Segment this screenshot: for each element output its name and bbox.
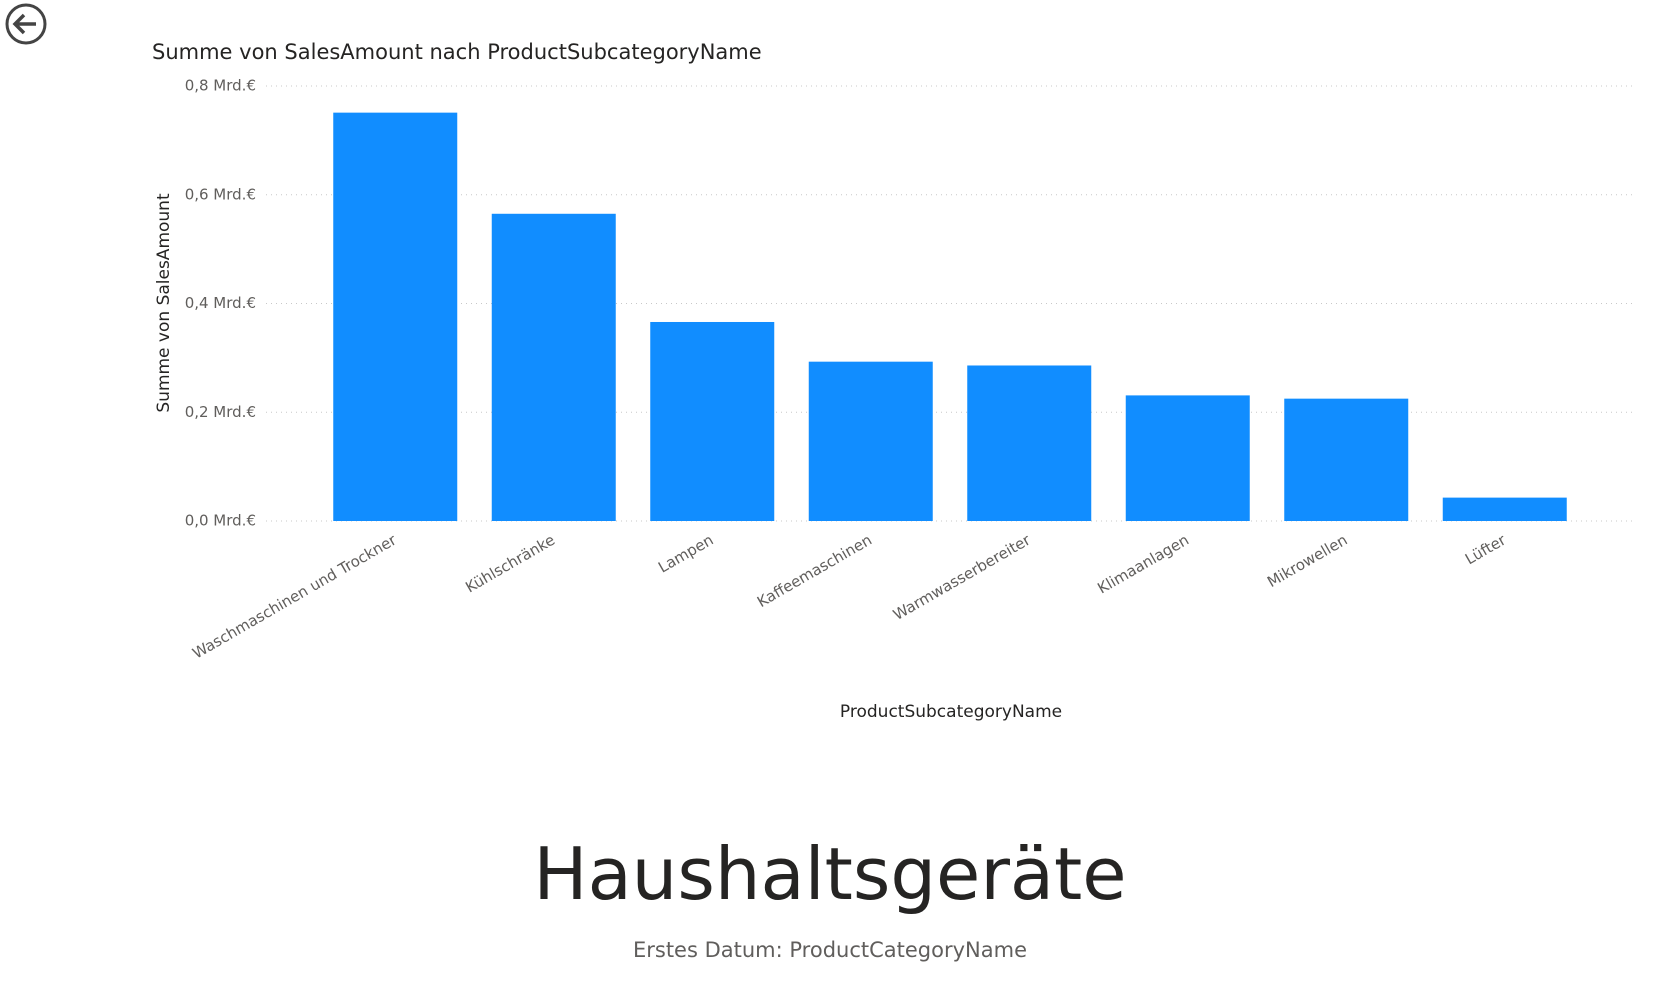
y-tick-label: 0,2 Mrd.€ xyxy=(185,403,256,421)
x-tick-label: Waschmaschinen und Trockner xyxy=(189,530,400,662)
bar xyxy=(1442,497,1567,521)
y-axis-label: Summe von SalesAmount xyxy=(154,193,174,413)
card-value: Haushaltsgeräte xyxy=(533,832,1127,916)
x-tick-label: Mikrowellen xyxy=(1264,531,1350,591)
x-tick-label: Warmwasserbereiter xyxy=(890,530,1034,624)
bar xyxy=(1125,395,1250,521)
card-label: Erstes Datum: ProductCategoryName xyxy=(632,938,1028,962)
x-tick-label: Lüfter xyxy=(1462,530,1510,568)
bar xyxy=(1284,398,1409,521)
x-tick-label: Klimaanlagen xyxy=(1094,531,1192,598)
y-tick-label: 0,0 Mrd.€ xyxy=(185,512,256,530)
y-tick-label: 0,8 Mrd.€ xyxy=(185,77,256,95)
bar xyxy=(491,213,616,521)
back-button[interactable] xyxy=(5,3,47,45)
bar xyxy=(333,112,458,522)
y-tick-label: 0,6 Mrd.€ xyxy=(185,185,256,203)
bar xyxy=(967,365,1092,521)
x-tick-label: Kühlschränke xyxy=(462,531,558,597)
bar xyxy=(808,361,933,521)
chart-title: Summe von SalesAmount nach ProductSubcat… xyxy=(152,40,762,64)
x-tick-label: Lampen xyxy=(655,531,716,577)
y-tick-label: 0,4 Mrd.€ xyxy=(185,294,256,312)
bar xyxy=(650,321,775,521)
chart: Summe von SalesAmount nach ProductSubcat… xyxy=(5,3,1633,722)
x-axis-label: ProductSubcategoryName xyxy=(840,702,1062,722)
x-tick-label: Kaffeemaschinen xyxy=(754,531,875,611)
